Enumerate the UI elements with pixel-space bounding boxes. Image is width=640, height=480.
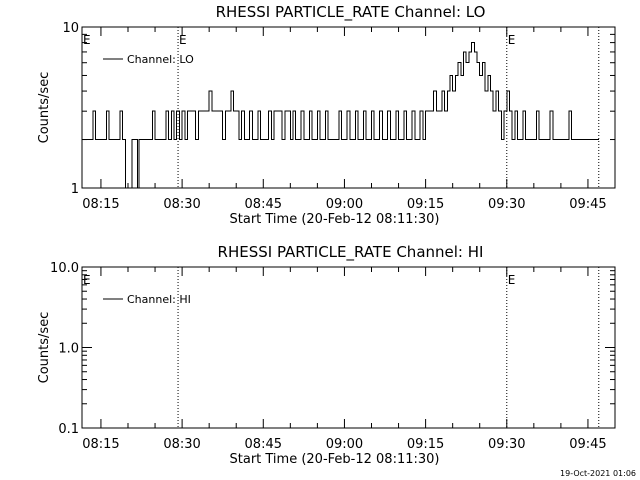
axis-marker: E [83,33,91,47]
series-line [82,42,599,189]
chart-title: RHESSI PARTICLE_RATE Channel: LO [216,3,486,22]
x-tick-label: 08:30 [163,197,200,212]
y-tick-label: 0.1 [58,422,79,437]
x-tick-label: 09:00 [326,197,363,212]
x-tick-label: 08:15 [82,197,119,212]
y-axis-label: Counts/sec [37,72,52,144]
x-tick-label: 09:15 [407,437,444,452]
x-tick-label: 09:30 [488,197,525,212]
y-tick-label: 1 [71,182,79,197]
x-axis-label: Start Time (20-Feb-12 08:11:30) [230,212,440,227]
event-marker: E [508,273,516,287]
y-tick-label: 10.0 [50,261,79,276]
x-axis-label: Start Time (20-Feb-12 08:11:30) [230,452,440,467]
x-tick-label: 09:45 [569,437,606,452]
x-tick-label: 09:00 [326,437,363,452]
y-axis-label: Counts/sec [37,312,52,384]
footer-timestamp: 19-Oct-2021 01:06 [560,469,636,478]
x-tick-label: 08:15 [82,437,119,452]
legend-label: Channel: LO [127,53,194,66]
x-tick-label: 09:15 [407,197,444,212]
y-tick-label: 10 [62,21,79,36]
event-marker: E [508,33,516,47]
plot-channel-lo: RHESSI PARTICLE_RATE Channel: LO 08:15 08:… [37,3,616,227]
x-tick-label: 09:30 [488,437,525,452]
y-tick-label: 1.0 [58,342,79,357]
plot-channel-hi: RHESSI PARTICLE_RATE Channel: HI 08:15 08:… [37,243,616,467]
plot-frame [81,26,616,189]
x-tick-label: 09:45 [569,197,606,212]
x-tick-label: 08:30 [163,437,200,452]
x-tick-label: 08:45 [245,437,282,452]
plot-frame [81,266,616,429]
event-marker: E [179,33,187,47]
legend-label: Channel: HI [127,293,191,306]
x-tick-label: 08:45 [245,197,282,212]
axis-marker: E [83,273,91,287]
chart-title: RHESSI PARTICLE_RATE Channel: HI [218,243,484,262]
